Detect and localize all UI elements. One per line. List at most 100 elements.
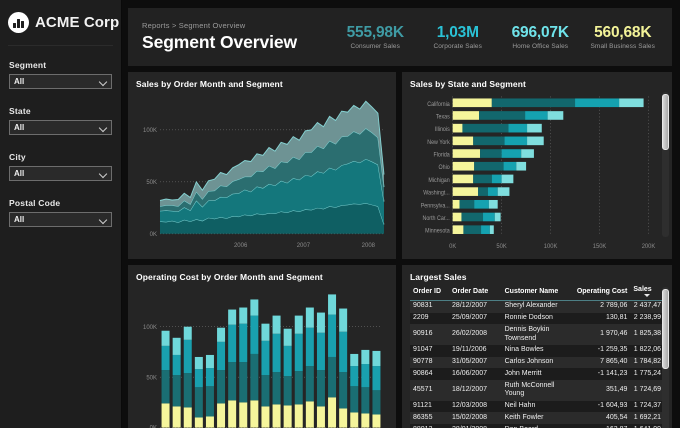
kpi-corporate-sales: 1,03M Corporate Sales [417,24,500,50]
state-chart-scrollbar[interactable] [662,92,669,237]
table-row[interactable]: 91047 19/11/2006 Nina Bowles -1 259,35 1 822… [410,344,664,357]
col-customer-name[interactable]: Customer Name [501,284,574,301]
cell-customer-name: Neil Hahn [504,402,536,409]
kpi-home-office-sales-label: Home Office Sales [512,43,569,51]
col-sales[interactable]: Sales [630,284,664,301]
col-operating-cost[interactable]: Operating Cost [573,284,631,301]
bar-chart-icon [8,12,29,33]
table-row[interactable]: 2209 25/09/2007 Ronnie Dodson 130,81 2 238,9… [410,312,664,325]
kpi-home-office-sales: 696,07K Home Office Sales [499,24,582,50]
chevron-down-icon [100,217,107,221]
panel-grid: Sales by Order Month and Segment 0K 50K 10… [128,72,672,428]
cell-operating-cost: -1 141,23 [597,369,628,377]
kpi-row: 555,98K Consumer Sales 1,03M Corporate S… [334,24,664,50]
col-order-date[interactable]: Order Date [449,284,502,301]
cell-customer-name: John Merritt [504,369,542,377]
svg-text:Florida: Florida [433,152,450,158]
area-chart[interactable]: 0K 50K 100K 2006 2007 2008 [136,92,388,254]
svg-text:Minnesota: Minnesota [425,228,450,234]
cell-order-date: 19/11/2006 [452,346,487,354]
kpi-consumer-sales: 555,98K Consumer Sales [334,24,417,50]
kpi-consumer-sales-label: Consumer Sales [350,43,400,51]
cell-operating-cost: 163,87 [574,424,631,428]
page-title: Segment Overview [142,32,297,52]
svg-text:North Car...: North Car... [423,216,451,222]
sidebar-divider [8,45,113,46]
table-row[interactable]: 86355 15/02/2008 Keith Fowler 405,54 1 692,2… [410,412,664,424]
cell-order-date: 28/01/2008 [449,424,502,428]
table-row[interactable]: 45571 18/12/2007 Ruth McConnell Young 351,4… [410,380,664,401]
filter-state-select[interactable]: All [9,120,112,135]
cell-order-id: 2209 [413,314,429,321]
panel-largest-sales-title: Largest Sales [410,271,467,282]
cell-operating-cost: 130,81 [605,314,628,321]
cell-sales: 1 724,69 [633,385,661,393]
cell-order-date: 28/12/2007 [452,302,488,310]
panel-sales-by-state-title: Sales by State and Segment [410,79,526,89]
table-row[interactable]: 90778 31/05/2007 Carlos Johnson 7 865,40 1 7… [410,356,664,369]
cell-sales: 2 437,47 [633,302,661,310]
cell-order-date: 18/12/2007 [452,385,488,393]
cell-customer-name: Don Beard [502,424,574,428]
cell-operating-cost: -1 604,93 [597,402,628,409]
filter-postal-code-select[interactable]: All [9,212,112,227]
cell-order-date: 25/09/2007 [452,314,488,321]
filter-postal-code-value: All [14,215,25,224]
filter-postal-code: Postal Code All [9,198,112,227]
svg-text:100K: 100K [143,323,158,330]
largest-sales-table-wrap[interactable]: Order ID Order Date Customer Name Operat… [410,284,664,428]
svg-text:2007: 2007 [297,242,311,249]
page-header: Reports > Segment Overview Segment Overv… [128,8,672,66]
svg-text:California: California [427,102,450,108]
table-row[interactable]: 90864 16/06/2007 John Merritt -1 141,23 1 77… [410,368,664,380]
svg-text:50K: 50K [146,179,157,186]
col-order-id[interactable]: Order ID [410,284,450,301]
cell-sales: 2 238,99 [633,314,661,321]
cell-order-id: 91121 [413,402,432,409]
table-scrollbar[interactable] [662,286,669,428]
filter-segment-value: All [14,77,25,86]
table-row[interactable]: 90916 26/02/2008 Dennis Boykin Townsend 1 9… [410,324,664,345]
filter-state-label: State [9,106,31,116]
panel-largest-sales: Largest Sales Order ID Order Date Custom… [402,264,672,428]
panel-operating-cost-title: Operating Cost by Order Month and Segmen… [136,271,323,282]
breadcrumb[interactable]: Reports > Segment Overview [142,21,246,30]
cell-sales: 1 825,38 [633,330,661,338]
state-bar-chart[interactable]: 0K 50K 100K 150K 200K California Texas Illinois… [410,92,664,254]
svg-text:Texas: Texas [436,114,450,120]
cell-order-id: 88013 [410,424,449,428]
cell-sales: 1 784,82 [633,358,661,365]
filter-city-label: City [9,152,26,162]
cell-order-date: 16/06/2007 [452,369,488,377]
filter-city-select[interactable]: All [9,166,112,181]
table-row[interactable]: 8801328/01/2008Don Beard163,871 641,99 [410,424,664,428]
largest-sales-table: Order ID Order Date Customer Name Operat… [410,284,664,428]
table-header: Order ID Order Date Customer Name Operat… [410,284,664,301]
table-row[interactable]: 91121 12/03/2008 Neil Hahn -1 604,93 1 724,3… [410,400,664,413]
svg-text:0K: 0K [150,424,158,428]
cell-sales: 1 822,06 [633,346,661,354]
cell-customer-name: Dennis Boykin Townsend [504,325,550,342]
cell-order-date: 12/03/2008 [452,402,488,409]
operating-cost-chart[interactable]: 0K50K100KJan. 2007Jul. 2007Jan. 2008 [136,285,388,428]
cell-customer-name: Sheryl Alexander [504,302,558,310]
svg-text:50K: 50K [146,374,158,381]
svg-text:2008: 2008 [362,242,376,249]
cell-operating-cost: 2 789,06 [600,302,628,310]
cell-customer-name: Ruth McConnell Young [504,381,555,398]
panel-sales-by-state: Sales by State and Segment 0K 50K 100K 150K… [402,72,672,259]
panel-sales-by-order-month: Sales by Order Month and Segment 0K 50K 10… [128,72,396,259]
cell-sales: 1 775,24 [633,369,661,377]
filter-segment-select[interactable]: All [9,74,112,89]
table-row[interactable]: 90831 28/12/2007 Sheryl Alexander 2 789,06 2… [410,300,664,313]
svg-text:New York: New York [427,140,450,146]
svg-text:0K: 0K [150,231,158,238]
cell-operating-cost: 1 970,46 [600,330,628,338]
cell-customer-name: Nina Bowles [504,346,544,354]
cell-order-id: 90916 [413,330,433,338]
table-header-row: Order ID Order Date Customer Name Operat… [410,284,664,301]
cell-order-date: 31/05/2007 [452,358,488,365]
content-area: Reports > Segment Overview Segment Overv… [122,0,680,428]
brand: ACME Corp [0,0,121,43]
